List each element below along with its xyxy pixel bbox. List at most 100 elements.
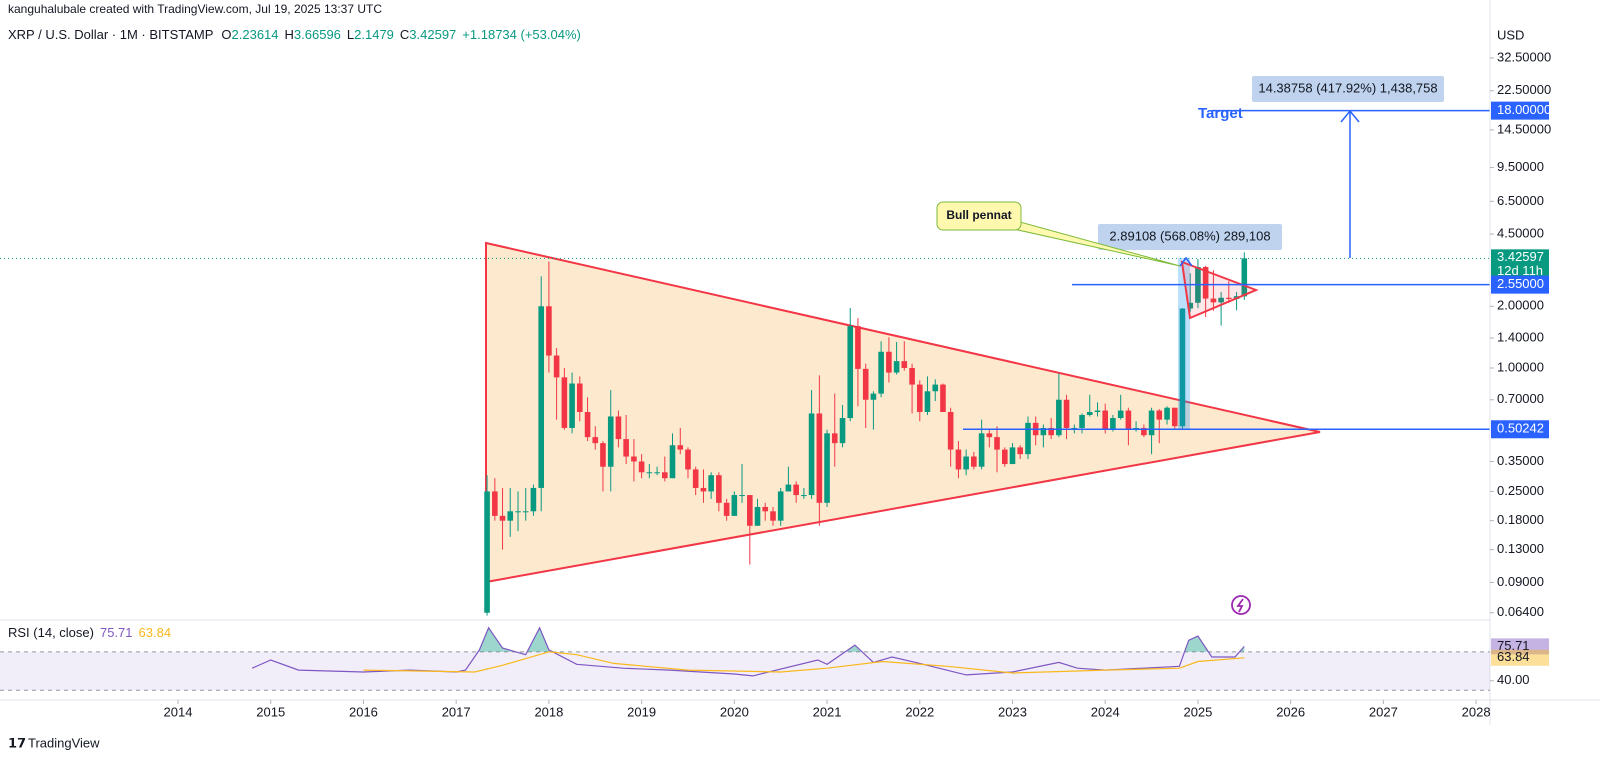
candle-body (816, 413, 823, 503)
candle-body (1148, 410, 1155, 436)
candle-body (994, 437, 1000, 450)
rsi-legend: RSI (14, close) 75.71 63.84 (8, 625, 171, 640)
ohlc-value: 2.1479 (354, 27, 394, 42)
candle-body (1171, 407, 1178, 427)
candle-body (600, 443, 606, 467)
candle-body (716, 475, 722, 503)
rsi-tag-label: 75.71 (1497, 638, 1530, 653)
measure-box (1098, 224, 1282, 250)
y-tick-label: 2.00000 (1497, 298, 1544, 313)
y-tick-label: 0.35000 (1497, 453, 1544, 468)
candle-body (1241, 258, 1248, 297)
alert-icon[interactable] (1231, 595, 1251, 615)
ohlc-value: 3.66596 (294, 27, 341, 42)
brand: 𝟭𝟳 TradingView (8, 735, 100, 750)
y-tick-label: 1.40000 (1497, 329, 1544, 344)
candle-body (538, 306, 545, 488)
candle-body (569, 383, 575, 428)
y-tick-label: 0.70000 (1497, 391, 1544, 406)
x-tick-label: 2022 (905, 704, 934, 719)
candle-body (839, 418, 846, 444)
target-label: Target (1198, 105, 1243, 122)
candle-body (862, 368, 869, 400)
candle-body (515, 511, 521, 513)
candle-body (909, 367, 915, 385)
legend: XRP / U.S. Dollar · 1M · BITSTAMP O2.2361… (8, 27, 581, 42)
candle-body (708, 475, 714, 492)
x-tick-label: 2027 (1369, 704, 1398, 719)
candle-body (561, 377, 568, 428)
x-tick-label: 2028 (1462, 704, 1491, 719)
candle-body (661, 472, 668, 479)
candle-body (824, 433, 830, 503)
y-tick-label: 9.50000 (1497, 159, 1544, 174)
x-tick-label: 2026 (1276, 704, 1305, 719)
x-tick-label: 2023 (998, 704, 1027, 719)
candle-body (1025, 422, 1031, 455)
candle-body (770, 511, 776, 521)
candle-body (1187, 302, 1194, 309)
candle-body (855, 326, 861, 369)
candle-body (700, 487, 707, 492)
symbol-name: XRP / U.S. Dollar · 1M · BITSTAMP (8, 27, 213, 42)
rsi-legend-value: 75.71 (100, 625, 133, 640)
candle-body (1056, 399, 1062, 436)
countdown-label: 12d 11h (1497, 263, 1543, 278)
level-tag (1491, 420, 1549, 439)
candle-body (1102, 410, 1109, 430)
candle-body (530, 487, 537, 512)
candle-body (1164, 407, 1170, 420)
candle-body (1125, 410, 1132, 430)
level-label: 0.50242 (1497, 421, 1544, 436)
candle-body (916, 384, 923, 413)
candle-body (553, 355, 560, 378)
last-price-label: 3.42597 (1497, 249, 1544, 264)
drawings (485, 241, 1321, 584)
candle-body (1094, 410, 1101, 413)
x-tick-label: 2025 (1183, 704, 1212, 719)
candle-body (631, 456, 637, 462)
candle-body (1009, 447, 1016, 465)
ohlc-value: 3.42597 (409, 27, 456, 42)
candle-body (1210, 298, 1217, 303)
ohlc-prefix: O (221, 27, 231, 42)
level-label: 2.55000 (1497, 276, 1544, 291)
candle-body (623, 439, 629, 457)
candle-body (947, 412, 954, 450)
candle-body (607, 416, 614, 467)
candle-body (669, 445, 676, 479)
rsi-tag (1491, 649, 1549, 666)
candle-body (1141, 427, 1147, 436)
y-tick-label: 0.13000 (1497, 541, 1544, 556)
candle-body (886, 351, 892, 373)
overlays: 2.89108 (568.08%) 289,108 14.38758 (417.… (936, 76, 1490, 615)
y-tick-label: 1.00000 (1497, 359, 1544, 374)
candle-body (685, 449, 691, 470)
currency-label: USD (1497, 27, 1524, 42)
y-tick-label: 0.06400 (1497, 604, 1544, 619)
alert-icon-bolt (1236, 598, 1244, 613)
candle-body (971, 456, 977, 467)
y-tick-label: 0.09000 (1497, 574, 1544, 589)
x-tick-label: 2014 (164, 704, 193, 719)
x-tick-label: 2024 (1091, 704, 1120, 719)
y-tick-label: 22.50000 (1497, 82, 1551, 97)
candle-body (777, 491, 784, 521)
bull-pennant (1180, 260, 1259, 320)
candle-body (1071, 427, 1078, 429)
candle-body (893, 361, 900, 373)
candle-body (576, 383, 583, 413)
candle-body (1040, 427, 1047, 436)
candle-body (692, 469, 699, 488)
header: kanguhalubale created with TradingView.c… (8, 2, 382, 16)
candle-body (654, 472, 660, 474)
x-tick-label: 2015 (256, 704, 285, 719)
last-price-tag (1491, 249, 1549, 280)
measure-label: 14.38758 (417.92%) 1,438,758 (1258, 80, 1437, 95)
candle-body (499, 515, 506, 521)
y-tick-label: 6.50000 (1497, 193, 1544, 208)
candle-body (1110, 418, 1116, 430)
level-label: 18.00000 (1497, 102, 1551, 117)
candle-body (739, 495, 745, 497)
callout-box (936, 201, 1022, 231)
